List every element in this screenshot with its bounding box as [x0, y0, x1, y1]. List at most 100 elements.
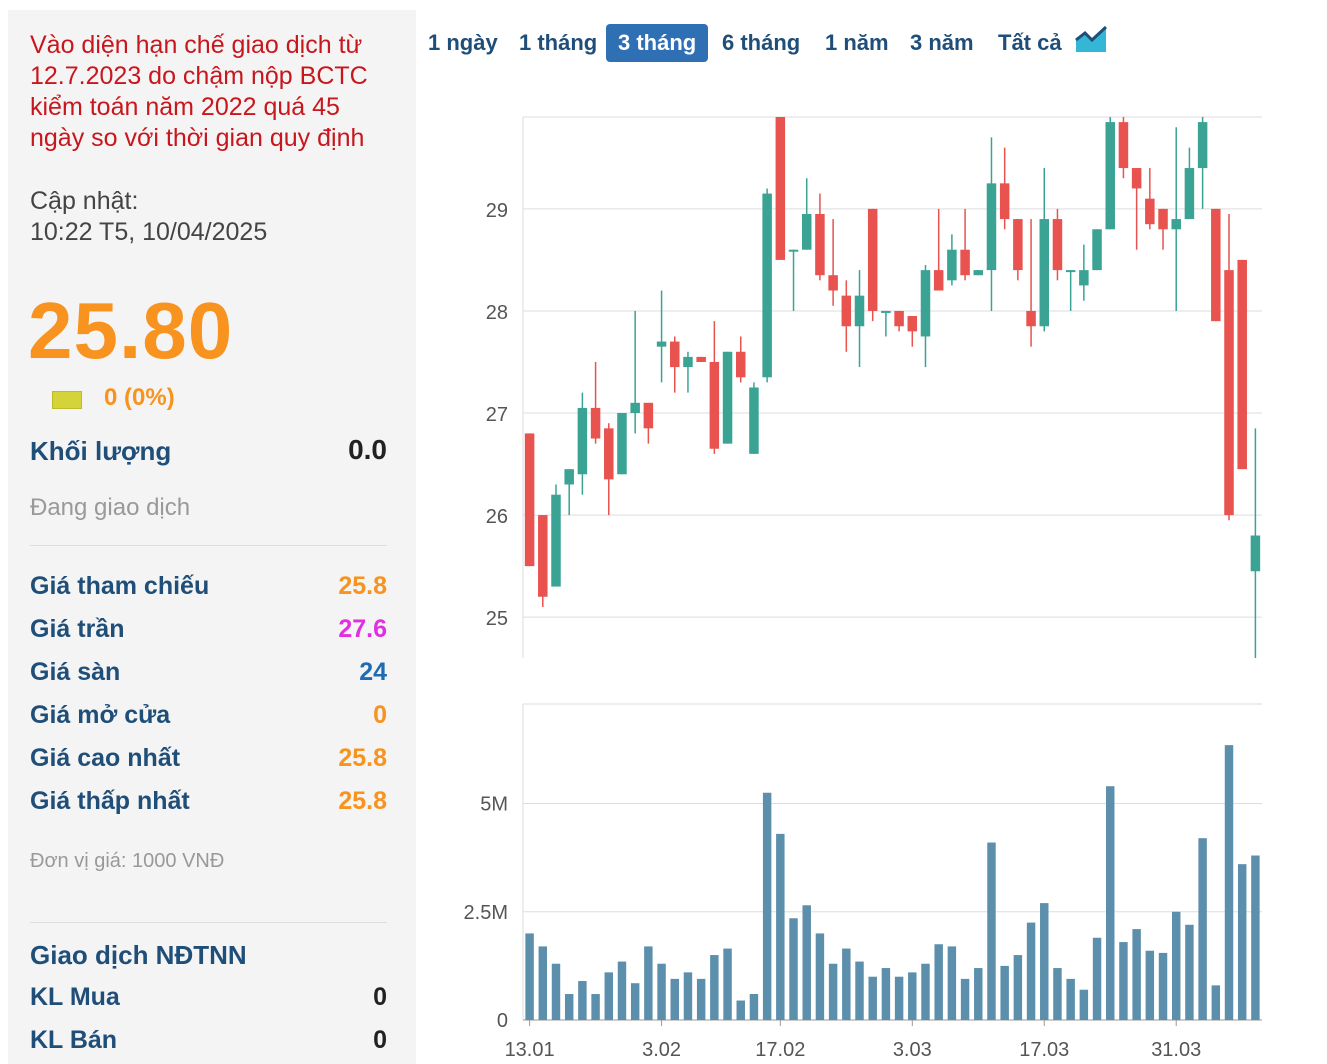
- area-chart-icon[interactable]: [1075, 24, 1107, 54]
- volume-bar: [894, 976, 904, 1020]
- price-unit-note: Đơn vị giá: 1000 VNĐ: [30, 850, 225, 872]
- info-row-value: 25.8: [338, 572, 387, 600]
- candle-body: [590, 407, 601, 439]
- tab-6-months[interactable]: 6 tháng: [722, 30, 801, 55]
- candle-body: [1079, 270, 1089, 286]
- x-tick-label: 3.02: [642, 1039, 681, 1061]
- info-row-reference: Giá tham chiếu 25.8: [30, 572, 387, 602]
- volume-bar: [1079, 989, 1089, 1020]
- candle-body: [999, 183, 1010, 220]
- info-row-high: Giá cao nhất 25.8: [30, 744, 387, 774]
- tab-3-years[interactable]: 3 năm: [910, 30, 974, 55]
- candle-body: [854, 295, 865, 327]
- candle-body: [577, 407, 588, 475]
- tab-1-month[interactable]: 1 tháng: [519, 30, 598, 55]
- info-row-label: Giá trần: [30, 615, 125, 643]
- candle-body: [1197, 122, 1208, 169]
- info-row-label: Giá cao nhất: [30, 744, 181, 772]
- candle-body: [1237, 259, 1247, 470]
- volume-bar: [1211, 985, 1221, 1020]
- candle-body: [973, 270, 984, 276]
- volume-label: Khối lượng: [30, 436, 172, 466]
- volume-bar: [1132, 929, 1141, 1020]
- candle-body: [617, 413, 627, 475]
- candle-body: [933, 270, 944, 291]
- volume-bar: [1119, 942, 1128, 1020]
- foreign-trading-title: Giao dịch NĐTNN: [30, 940, 247, 970]
- volume-bar: [696, 978, 706, 1020]
- volume-bar: [1145, 950, 1155, 1020]
- y-tick-label: 29: [486, 200, 508, 222]
- candle-body: [722, 351, 733, 444]
- volume-bar: [802, 905, 811, 1020]
- y-tick-label: 27: [486, 404, 508, 426]
- volume-bar: [974, 968, 983, 1020]
- volume-bar: [578, 981, 587, 1020]
- candle-body: [630, 402, 640, 414]
- info-row-label: KL Mua: [30, 983, 120, 1011]
- tab-3-months[interactable]: 3 tháng: [606, 24, 709, 62]
- candle-body: [788, 249, 799, 252]
- volume-bar: [1251, 855, 1260, 1020]
- info-row-label: Giá tham chiếu: [30, 572, 210, 600]
- volume-bar: [960, 978, 970, 1020]
- volume-bar: [1198, 838, 1207, 1020]
- candle-body: [881, 310, 891, 313]
- volume-bar: [723, 948, 732, 1020]
- info-row-value: 0: [373, 983, 387, 1011]
- change-indicator-icon: [52, 391, 82, 409]
- volume-bar: [710, 955, 719, 1020]
- candle-body: [894, 310, 904, 327]
- candle-body: [762, 193, 772, 378]
- candle-body: [1013, 219, 1023, 271]
- info-row-label: Giá sàn: [30, 658, 121, 686]
- volume-bar: [842, 948, 851, 1020]
- volume-value: 0.0: [348, 434, 387, 465]
- tab-all[interactable]: Tất cả: [998, 30, 1062, 55]
- candle-body: [907, 316, 918, 332]
- volume-bar: [776, 833, 785, 1020]
- y-tick-label: 28: [486, 302, 508, 324]
- candle-body: [947, 249, 957, 281]
- candle-body: [696, 356, 706, 362]
- candle-body: [604, 428, 614, 480]
- volume-bar: [670, 978, 679, 1020]
- volume-bar: [1013, 955, 1023, 1020]
- volume-bar: [525, 933, 534, 1020]
- candle-body: [551, 494, 561, 587]
- candle-body: [867, 208, 878, 311]
- volume-bar: [591, 994, 600, 1020]
- tab-1-year[interactable]: 1 năm: [825, 30, 889, 55]
- current-price: 25.80: [28, 286, 234, 375]
- volume-bar: [644, 946, 653, 1020]
- foreign-sell-row: KL Bán 0: [30, 1026, 387, 1056]
- volume-bar: [815, 933, 825, 1020]
- volume-bar: [987, 842, 996, 1020]
- candle-body: [1158, 208, 1168, 230]
- info-row-label: KL Bán: [30, 1026, 118, 1054]
- restriction-notice: Vào diện hạn chế giao dịch từ 12.7.2023 …: [30, 31, 368, 152]
- volume-bar: [736, 1000, 745, 1020]
- candle-body: [1224, 270, 1234, 516]
- volume-bar: [551, 963, 561, 1020]
- info-row-value: 24: [359, 658, 387, 686]
- tab-1-day[interactable]: 1 ngày: [428, 30, 498, 55]
- candle-body: [1052, 219, 1063, 271]
- volume-bar: [1066, 978, 1075, 1020]
- candle-body: [643, 402, 654, 429]
- update-label: Cập nhật:: [30, 187, 139, 215]
- price-change: 0 (0%): [104, 384, 175, 411]
- info-row-label: Giá thấp nhất: [30, 787, 190, 815]
- volume-bar: [828, 963, 838, 1020]
- info-row-value: 0: [373, 701, 387, 729]
- candle-body: [1145, 198, 1155, 225]
- candle-body: [1065, 270, 1076, 273]
- candle-body: [1184, 168, 1195, 220]
- volume-bar: [1237, 864, 1247, 1020]
- candle-body: [1105, 122, 1115, 230]
- volume-bar: [1026, 922, 1036, 1020]
- candle-body: [670, 341, 680, 368]
- volume-bar: [1106, 786, 1115, 1020]
- volume-tick-label: 2.5M: [464, 902, 508, 924]
